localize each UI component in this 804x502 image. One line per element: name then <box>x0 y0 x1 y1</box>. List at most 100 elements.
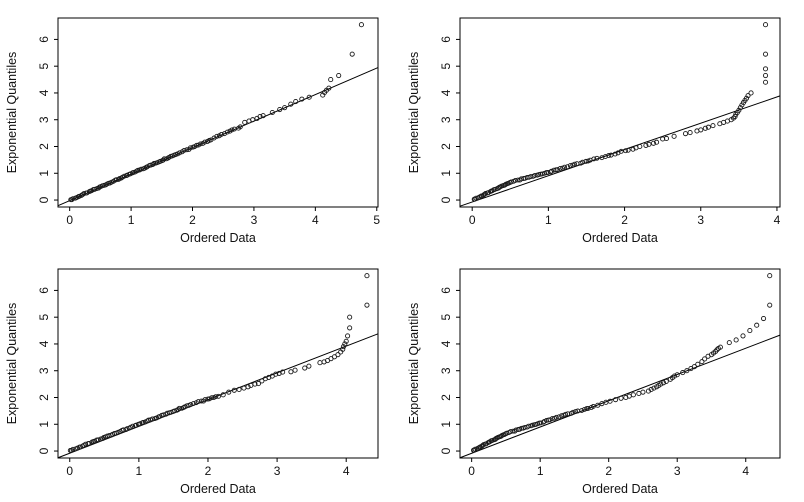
data-point <box>726 340 732 346</box>
x-tick-label: 2 <box>605 464 612 478</box>
data-point <box>747 328 753 334</box>
data-point <box>691 364 697 370</box>
x-tick-label: 0 <box>66 213 73 227</box>
data-point <box>630 392 636 398</box>
x-axis-title: Ordered Data <box>582 231 658 245</box>
data-point <box>282 105 288 111</box>
data-point <box>257 113 263 120</box>
data-point <box>557 165 563 171</box>
x-tick-label: 0 <box>66 464 73 478</box>
data-point <box>682 131 689 137</box>
y-tick-label: 0 <box>37 196 51 203</box>
qq-plot-top-left: 0 1 2 3 4 5 0 1 2 3 4 5 6 Ordered Data Exponential Qua… <box>5 17 380 245</box>
data-point <box>740 333 746 339</box>
data-point <box>504 430 510 436</box>
y-tick-label: 3 <box>439 116 453 123</box>
data-point <box>347 314 353 320</box>
data-point <box>539 171 545 177</box>
data-point <box>671 133 677 139</box>
data-point <box>336 73 342 79</box>
data-point <box>255 381 261 387</box>
x-tick-label: 2 <box>621 213 628 227</box>
data-point <box>643 142 649 148</box>
data-point <box>292 367 298 373</box>
data-point <box>651 385 657 391</box>
y-tick-label: 0 <box>439 196 453 203</box>
x-tick-label: 3 <box>697 213 704 227</box>
points-layer <box>470 273 773 453</box>
data-point <box>618 148 624 154</box>
x-tick-label: 0 <box>469 213 476 227</box>
data-point <box>241 385 247 391</box>
data-point <box>612 151 618 157</box>
data-point <box>502 182 508 188</box>
x-tick-label: 4 <box>312 213 319 227</box>
data-point <box>328 77 334 83</box>
y-tick-label: 3 <box>439 367 453 374</box>
data-point <box>684 368 690 374</box>
data-point <box>231 387 237 393</box>
y-axis-title: Exponential Quantiles <box>5 52 19 174</box>
data-point <box>140 420 146 425</box>
data-point <box>559 413 565 419</box>
data-point <box>565 164 570 170</box>
data-point <box>547 417 553 423</box>
y-tick-label: 2 <box>37 143 51 150</box>
data-point <box>237 124 243 130</box>
data-point <box>81 191 87 197</box>
data-point <box>736 107 742 113</box>
x-tick-label: 1 <box>128 213 135 227</box>
data-point <box>591 156 597 162</box>
x-tick-label: 5 <box>373 213 380 227</box>
data-point <box>224 129 230 135</box>
data-point <box>702 356 708 362</box>
x-tick-label: 3 <box>274 464 281 478</box>
data-point <box>214 133 220 139</box>
y-tick-label: 4 <box>37 340 51 347</box>
y-tick-label: 2 <box>439 394 453 401</box>
y-tick-label: 2 <box>37 394 51 401</box>
plot-box <box>57 268 379 459</box>
data-point <box>269 109 275 116</box>
y-tick-label: 1 <box>439 421 453 428</box>
data-point <box>358 22 364 28</box>
data-point <box>733 337 739 343</box>
data-point <box>663 378 669 384</box>
data-point <box>762 51 769 57</box>
data-point <box>762 66 769 72</box>
data-point <box>280 369 286 375</box>
data-point <box>590 403 596 409</box>
data-point <box>579 408 585 413</box>
data-point <box>674 372 680 378</box>
x-tick-label: 0 <box>468 464 475 478</box>
data-point <box>177 150 183 156</box>
data-point <box>544 417 549 423</box>
data-point <box>326 85 332 91</box>
data-point <box>699 359 705 365</box>
data-point <box>340 346 346 352</box>
data-point <box>650 140 657 146</box>
data-point <box>761 315 767 322</box>
data-point <box>202 139 208 145</box>
data-point <box>680 370 686 376</box>
data-point <box>250 117 256 123</box>
data-point <box>563 411 569 417</box>
data-point <box>483 191 488 196</box>
x-tick-label: 4 <box>343 464 350 478</box>
data-point <box>549 168 555 174</box>
data-point <box>343 338 349 344</box>
data-point <box>553 414 559 420</box>
data-point <box>273 371 279 377</box>
data-point <box>302 365 308 371</box>
data-point <box>195 399 201 405</box>
y-tick-label: 2 <box>439 143 453 150</box>
data-point <box>648 386 654 393</box>
data-point <box>654 139 660 145</box>
data-point <box>625 147 631 153</box>
data-point <box>206 396 212 402</box>
data-point <box>710 123 716 129</box>
data-point <box>347 325 353 331</box>
data-point <box>671 373 678 379</box>
y-tick-label: 3 <box>37 367 51 374</box>
y-tick-label: 5 <box>439 314 453 321</box>
